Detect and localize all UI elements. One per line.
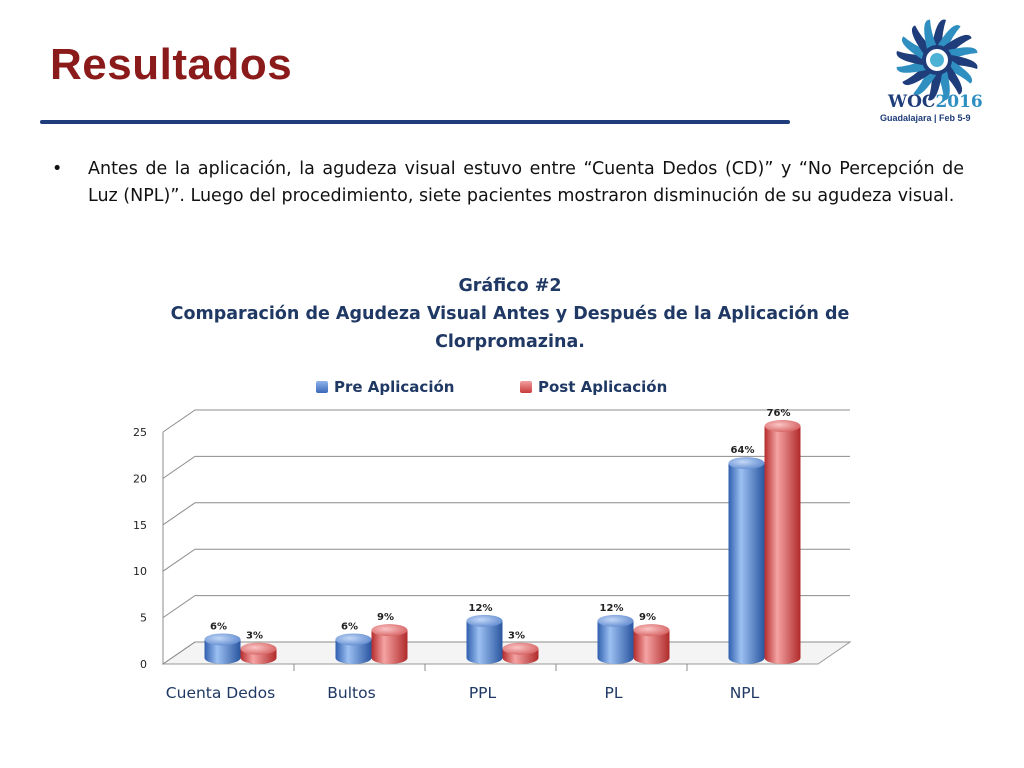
data-label: 64% (731, 445, 755, 456)
data-label: 76% (767, 408, 791, 419)
y-tick-label: 10 (133, 565, 147, 578)
category-label: PL (605, 684, 623, 702)
logo-ray (943, 66, 963, 95)
chart-title: Gráfico #2 Comparación de Agudeza Visual… (160, 272, 860, 356)
bar-body (371, 630, 408, 664)
bullet-text: Antes de la aplicación, la agudeza visua… (88, 159, 964, 206)
bar-cap (466, 614, 503, 627)
logo-ray (928, 74, 942, 101)
bar (371, 624, 408, 664)
bar (597, 614, 634, 664)
bar-body (466, 620, 503, 664)
bar-body (764, 426, 801, 664)
gridline (162, 455, 850, 479)
bar-cap (633, 624, 670, 637)
logo-ray (911, 25, 931, 54)
bar-cap (728, 457, 765, 470)
bar (204, 633, 241, 664)
bar-body (728, 463, 765, 664)
bar-cap (597, 614, 634, 627)
gridline (162, 548, 850, 572)
legend-item-post: Post Aplicación (520, 378, 667, 396)
data-label: 9% (377, 612, 394, 623)
category-label: Bultos (327, 684, 375, 702)
bullet-dot: • (52, 159, 63, 179)
data-label: 12% (600, 603, 624, 614)
gridline (162, 502, 850, 526)
gridline (162, 409, 850, 433)
bar (728, 457, 765, 664)
category-label: PPL (469, 684, 497, 702)
bar-cap (502, 642, 539, 655)
bar-cap (764, 420, 801, 432)
title-divider (40, 120, 790, 124)
category-label: Cuenta Dedos (166, 684, 275, 702)
logo-ray (924, 19, 937, 49)
logo-ray (948, 60, 973, 84)
y-tick-label: 5 (140, 612, 147, 625)
logo-ray (901, 36, 926, 60)
sunburst-logo-icon (896, 19, 978, 101)
logo-ray (896, 51, 923, 65)
chart-title-line1: Gráfico #2 (458, 276, 562, 296)
slide-title: Resultados (50, 40, 293, 89)
chart-title-line2: Comparación de Agudeza Visual Antes y De… (170, 304, 850, 352)
bar (335, 633, 372, 664)
y-tick-label: 20 (133, 472, 147, 485)
bar-body (597, 620, 634, 664)
bar-cap (371, 624, 408, 637)
bar (466, 614, 503, 664)
category-label: NPL (730, 684, 760, 702)
logo-ray (951, 55, 978, 69)
bar (633, 624, 670, 664)
logo-ray (937, 24, 961, 49)
logo-ray (932, 19, 946, 46)
bar-cap (204, 633, 241, 646)
bar (240, 642, 277, 664)
data-label: 3% (246, 631, 263, 642)
bar-body (204, 639, 241, 664)
logo-subtitle: Guadalajara | Feb 5-9 (880, 113, 971, 123)
bar (502, 642, 539, 664)
data-label: 3% (508, 631, 525, 642)
data-label: 12% (469, 603, 493, 614)
bar-body (633, 630, 670, 664)
legend-label-post: Post Aplicación (538, 378, 668, 396)
logo-ray (902, 66, 931, 86)
data-label: 6% (341, 621, 358, 632)
legend-swatch-pre (316, 381, 328, 393)
legend-item-pre: Pre Aplicación (316, 378, 454, 396)
logo-ray (913, 71, 937, 96)
legend-swatch-post (520, 381, 532, 393)
bar-body (335, 639, 372, 664)
bullet-list: • Antes de la aplicación, la agudeza vis… (52, 156, 964, 210)
data-label: 6% (210, 621, 227, 632)
bar-cap (240, 642, 277, 655)
logo-ray (943, 34, 972, 54)
logo-text: WOC2016 (888, 92, 983, 112)
bar-cap (335, 633, 372, 646)
y-tick-label: 25 (133, 426, 147, 439)
data-label: 9% (639, 612, 656, 623)
y-tick-label: 15 (133, 519, 147, 532)
gridline (162, 595, 850, 619)
bar (764, 420, 801, 664)
y-tick-label: 0 (140, 658, 147, 671)
legend-label-pre: Pre Aplicación (334, 378, 455, 396)
